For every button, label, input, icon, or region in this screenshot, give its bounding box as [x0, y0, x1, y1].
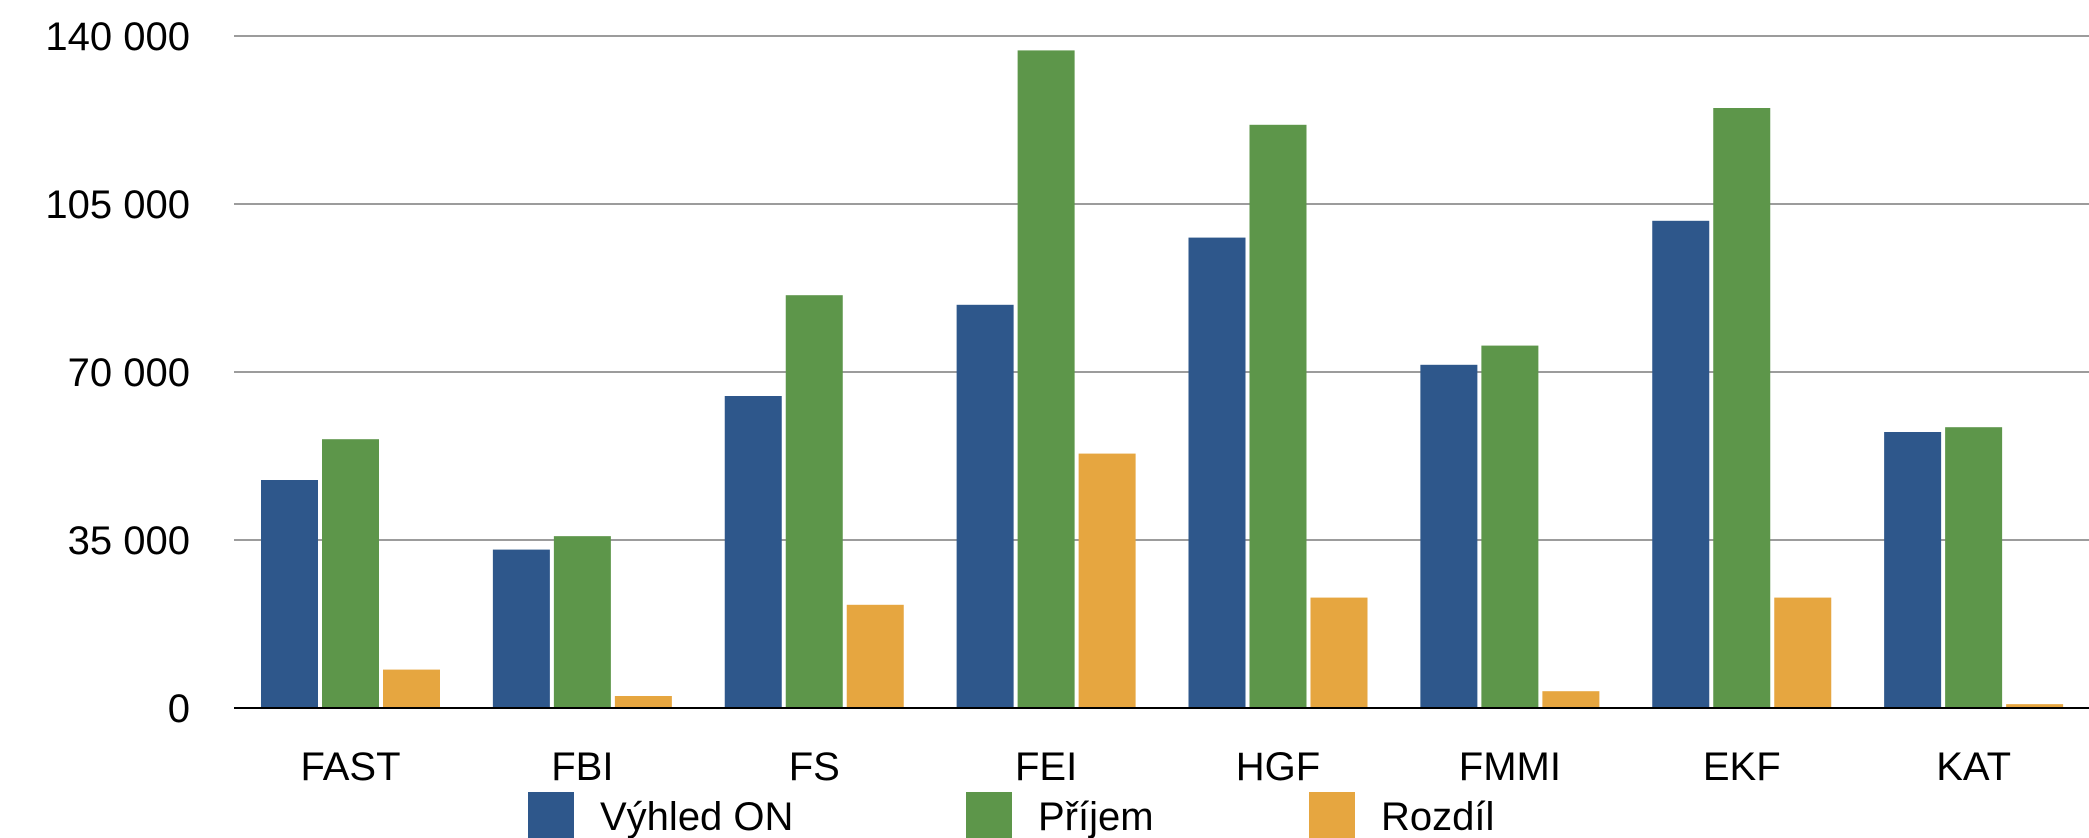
- bar-p-jem-kat: [1945, 427, 2003, 708]
- x-tick-label: FMMI: [1459, 745, 1561, 789]
- x-tick-label: HGF: [1236, 745, 1320, 789]
- grid-lines: [234, 35, 2089, 541]
- bar-v-hled-on-ekf: [1652, 220, 1710, 709]
- x-tick-label: FS: [789, 745, 840, 789]
- bar-p-jem-ekf: [1713, 108, 1771, 708]
- bar-rozd-l-fmmi: [1542, 691, 1600, 708]
- x-tick-label: FAST: [300, 745, 400, 789]
- legend-swatch: [528, 792, 574, 838]
- bar-v-hled-on-fbi: [492, 549, 550, 708]
- y-tick-label: 140 000: [45, 15, 190, 59]
- legend-label: Výhled ON: [600, 795, 793, 838]
- x-tick-label: FEI: [1015, 745, 1077, 789]
- x-tick-label: EKF: [1703, 745, 1781, 789]
- x-tick-label: KAT: [1936, 745, 2011, 789]
- bar-v-hled-on-hgf: [1188, 237, 1246, 708]
- bar-p-jem-fmmi: [1481, 345, 1539, 708]
- bar-rozd-l-kat: [2006, 704, 2064, 708]
- bar-v-hled-on-fei: [956, 304, 1014, 708]
- bar-rozd-l-hgf: [1310, 597, 1368, 708]
- bar-v-hled-on-kat: [1884, 432, 1942, 708]
- bar-p-jem-fs: [785, 295, 843, 708]
- bar-v-hled-on-fast: [261, 480, 318, 708]
- bar-rozd-l-fs: [846, 604, 904, 708]
- bar-rozd-l-fbi: [614, 696, 672, 708]
- bars: [261, 50, 2064, 709]
- legend-label: Rozdíl: [1381, 795, 1494, 838]
- bar-p-jem-hgf: [1249, 124, 1307, 709]
- bar-p-jem-fast: [322, 439, 379, 708]
- y-tick-label: 35 000: [68, 519, 190, 563]
- bar-v-hled-on-fmmi: [1420, 364, 1478, 708]
- bar-v-hled-on-fs: [724, 396, 782, 708]
- bar-rozd-l-fast: [383, 669, 440, 708]
- axes: 0 35 000 70 000 105 000 140 000 FAST FBI FS FEI H…: [45, 15, 2089, 789]
- legend-swatch: [966, 792, 1012, 838]
- legend: Výhled ON Příjem Rozdíl: [528, 792, 1494, 838]
- bar-rozd-l-ekf: [1774, 597, 1832, 708]
- bar-p-jem-fbi: [553, 536, 611, 708]
- y-tick-label: 0: [168, 687, 190, 731]
- y-tick-label: 105 000: [45, 183, 190, 227]
- y-tick-label: 70 000: [68, 351, 190, 395]
- legend-swatch: [1309, 792, 1355, 838]
- x-tick-label: FBI: [551, 745, 613, 789]
- bar-p-jem-fei: [1017, 50, 1075, 708]
- legend-label: Příjem: [1038, 795, 1154, 838]
- bar-rozd-l-fei: [1078, 453, 1136, 708]
